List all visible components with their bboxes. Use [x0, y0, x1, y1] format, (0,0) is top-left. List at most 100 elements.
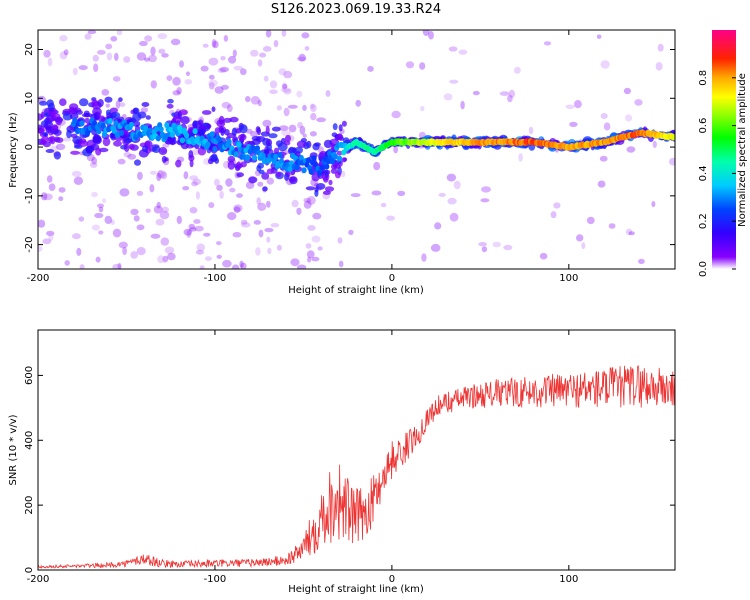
heatmap-cell	[302, 104, 307, 111]
heatmap-cell	[262, 46, 272, 52]
heatmap-cell	[72, 233, 81, 240]
heatmap-cell	[287, 104, 298, 109]
heatmap-cell	[176, 87, 182, 95]
heatmap-cell	[141, 102, 150, 107]
heatmap-cell	[256, 197, 262, 205]
heatmap-cell	[97, 203, 104, 209]
heatmap-cell	[337, 133, 343, 139]
heatmap-cell	[312, 212, 322, 220]
heatmap-cell	[142, 145, 149, 152]
heatmap-cell	[323, 176, 329, 183]
heatmap-cell	[47, 57, 53, 67]
heatmap-cell	[128, 121, 134, 128]
heatmap-cell	[192, 178, 201, 185]
tick-label: 0	[24, 567, 35, 573]
heatmap-cell	[95, 256, 101, 263]
heatmap-cell	[136, 224, 145, 231]
heatmap-cell	[172, 76, 181, 86]
heatmap-cell	[106, 52, 113, 61]
heatmap-cell	[123, 56, 131, 63]
heatmap-cell	[305, 243, 312, 249]
heatmap-cell	[192, 128, 198, 135]
heatmap-cell	[341, 120, 347, 127]
heatmap-cell	[304, 46, 310, 51]
heatmap-cell	[197, 119, 204, 126]
heatmap-cell	[168, 126, 174, 133]
heatmap-cell	[59, 98, 67, 106]
heatmap-cell	[63, 49, 69, 56]
heatmap-cell	[303, 200, 312, 209]
heatmap-cell	[294, 164, 300, 171]
heatmap-cell	[240, 161, 247, 168]
heatmap-cell	[282, 83, 288, 89]
heatmap-cell	[78, 65, 88, 71]
heatmap-cell	[100, 122, 106, 129]
heatmap-cell	[307, 225, 316, 231]
heatmap-cell	[55, 143, 66, 151]
heatmap-cell	[62, 112, 73, 121]
heatmap-cell	[55, 116, 63, 126]
heatmap-cell	[89, 161, 98, 168]
heatmap-cell	[334, 171, 341, 179]
heatmap-cell	[145, 208, 151, 213]
tick-label: 0.4	[698, 165, 709, 181]
heatmap-cell	[55, 137, 64, 144]
heatmap-cell	[123, 143, 130, 152]
tick-label: 100	[559, 273, 578, 284]
heatmap-cell	[373, 161, 381, 171]
heatmap-cell	[38, 101, 48, 106]
heatmap-cell	[322, 190, 331, 195]
heatmap-cell	[45, 149, 55, 153]
heatmap-cell	[503, 244, 513, 251]
heatmap-cell	[219, 66, 229, 73]
heatmap-cell	[284, 140, 291, 146]
heatmap-cell	[186, 143, 194, 149]
heatmap-cell	[189, 159, 194, 168]
heatmap-cell	[296, 140, 307, 148]
heatmap-cell	[391, 110, 401, 119]
spectrogram-y-label: Frequency (Hz)	[8, 112, 19, 188]
heatmap-cell	[112, 263, 121, 269]
heatmap-cell	[192, 120, 198, 129]
heatmap-cell	[481, 186, 491, 193]
snr-x-ticks: -200 -100 0 100	[27, 330, 578, 585]
heatmap-cell	[149, 184, 155, 193]
heatmap-cell	[97, 49, 106, 55]
heatmap-cell	[434, 222, 442, 230]
heatmap-cell	[290, 258, 300, 267]
heatmap-cell	[119, 188, 130, 197]
heatmap-cell	[245, 96, 251, 103]
heatmap-cell	[250, 49, 259, 57]
heatmap-cell	[175, 159, 182, 168]
heatmap-cell	[206, 123, 212, 129]
heatmap-cell	[499, 91, 510, 96]
heatmap-cell	[651, 201, 656, 208]
heatmap-cell	[179, 137, 185, 144]
heatmap-cell	[266, 177, 274, 185]
heatmap-cell	[405, 61, 415, 69]
heatmap-cell	[188, 154, 195, 162]
heatmap-cell	[195, 249, 204, 255]
heatmap-cell	[200, 65, 209, 72]
heatmap-cell	[232, 49, 237, 58]
heatmap-cell	[303, 197, 312, 203]
heatmap-cell	[93, 63, 99, 72]
heatmap-cell	[38, 245, 43, 253]
heatmap-cell	[336, 155, 343, 162]
heatmap-cell	[152, 145, 161, 153]
heatmap-cell	[449, 79, 459, 84]
heatmap-cell	[177, 134, 187, 139]
heatmap-cell	[250, 96, 260, 105]
tick-label: 0.0	[698, 261, 709, 277]
heatmap-cell	[227, 212, 237, 221]
heatmap-cell	[328, 179, 333, 186]
heatmap-cell	[166, 103, 174, 109]
heatmap-cell	[130, 208, 139, 216]
heatmap-cell	[301, 32, 310, 39]
tick-label: 600	[24, 366, 35, 385]
heatmap-cell	[338, 124, 343, 132]
tick-label: 0.6	[698, 118, 709, 134]
heatmap-cell	[472, 90, 480, 96]
heatmap-cell	[95, 147, 102, 156]
heatmap-cell	[276, 105, 282, 111]
